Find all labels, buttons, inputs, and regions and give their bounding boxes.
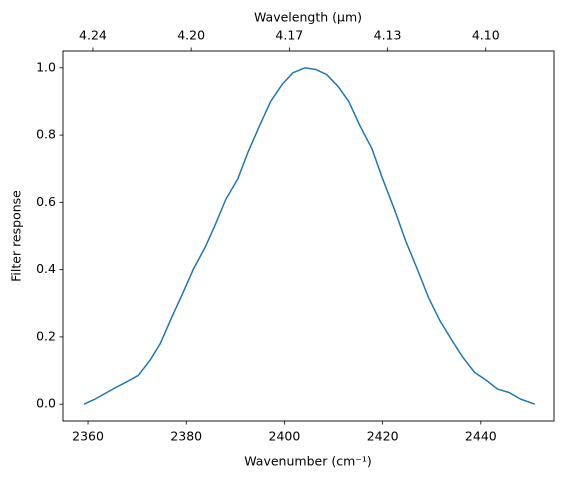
x-tick-label: 2400 (269, 429, 301, 444)
y-tick-label: 0.0 (36, 396, 56, 411)
x-tick-label: 2440 (465, 429, 497, 444)
data-line (83, 67, 536, 405)
x-tick-label: 2380 (170, 429, 202, 444)
x2-tick-label: 4.24 (79, 28, 107, 43)
axes-frame (62, 50, 555, 422)
y-tick-label: 0.6 (36, 194, 56, 209)
x2-tick-label: 4.10 (472, 28, 500, 43)
x-tick-label: 2360 (72, 429, 104, 444)
y-tick-label: 0.8 (36, 127, 56, 142)
x2-tick-label: 4.17 (275, 28, 303, 43)
x2-tick-label: 4.13 (374, 28, 402, 43)
y-tick-label: 0.2 (36, 328, 56, 343)
x-axis-label: Wavenumber (cm⁻¹) (244, 454, 371, 469)
y-tick-label: 1.0 (36, 59, 56, 74)
x2-axis-label: Wavelength (μm) (254, 10, 362, 25)
x2-tick-label: 4.20 (177, 28, 205, 43)
y-axis-label: Filter response (9, 190, 24, 282)
x-tick-label: 2420 (367, 429, 399, 444)
y-tick-label: 0.4 (36, 261, 56, 276)
